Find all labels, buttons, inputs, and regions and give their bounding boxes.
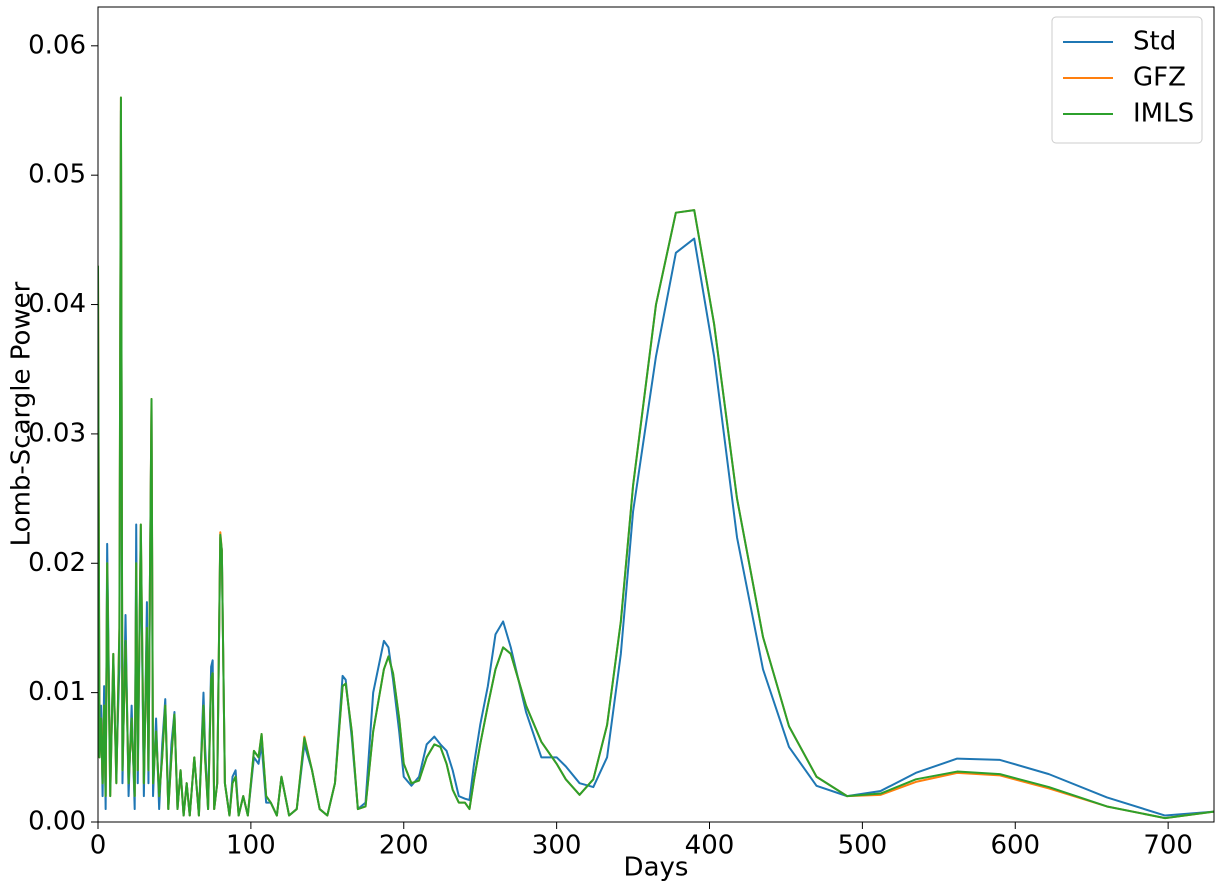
x-tick-label: 0 [90, 831, 107, 861]
data-line [98, 96, 1214, 820]
x-tick-label: 600 [990, 831, 1040, 861]
plot-area [98, 96, 1214, 820]
legend-label: IMLS [1133, 99, 1194, 129]
x-axis-label: Days [624, 853, 689, 883]
legend-label: Std [1133, 27, 1176, 57]
x-tick-label: 300 [532, 831, 582, 861]
y-tick-label: 0.03 [28, 418, 86, 448]
x-tick-label: 500 [838, 831, 888, 861]
y-tick-label: 0.06 [28, 30, 86, 60]
legend-label: GFZ [1133, 63, 1186, 93]
x-tick-label: 400 [685, 831, 735, 861]
y-tick-label: 0.04 [28, 289, 86, 319]
y-tick-label: 0.01 [28, 677, 86, 707]
plot-frame [97, 6, 1215, 823]
legend-box [1051, 16, 1203, 144]
data-line [98, 109, 1214, 817]
y-tick-label: 0.02 [28, 548, 86, 578]
y-axis-label: Lomb-Scargle Power [7, 281, 37, 546]
x-tick-label: 200 [379, 831, 429, 861]
x-tick-label: 700 [1143, 831, 1193, 861]
y-tick-label: 0.00 [28, 807, 86, 837]
y-tick-label: 0.05 [28, 160, 86, 190]
data-line [98, 96, 1214, 820]
x-tick-label: 100 [226, 831, 276, 861]
